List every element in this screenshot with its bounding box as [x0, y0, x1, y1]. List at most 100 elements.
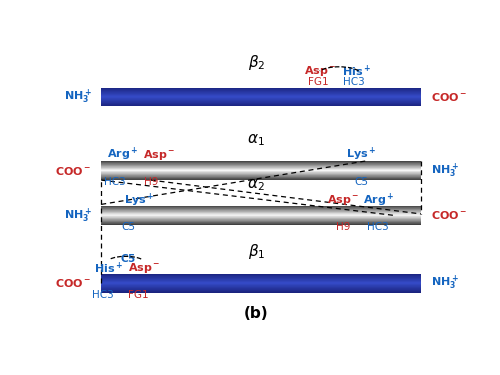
Text: H9: H9 — [144, 177, 158, 187]
Text: $\mathbf{COO^-}$: $\mathbf{COO^-}$ — [55, 277, 92, 289]
Bar — [101, 93, 421, 94]
Bar — [101, 163, 421, 164]
Bar — [101, 275, 421, 276]
Bar — [101, 280, 421, 281]
Bar — [101, 102, 421, 103]
Bar — [101, 104, 421, 105]
Bar — [101, 220, 421, 221]
Text: $\mathbf{Asp^-}$: $\mathbf{Asp^-}$ — [304, 64, 336, 78]
Text: $\mathbf{Asp^-}$: $\mathbf{Asp^-}$ — [143, 148, 176, 162]
Bar — [101, 218, 421, 219]
Bar — [101, 174, 421, 175]
Bar — [101, 89, 421, 90]
Text: HC3: HC3 — [368, 222, 389, 232]
Text: HC3: HC3 — [92, 290, 114, 300]
Bar — [101, 165, 421, 166]
Bar — [101, 105, 421, 106]
Bar — [101, 217, 421, 218]
Text: $\mathbf{Arg^+}$: $\mathbf{Arg^+}$ — [107, 146, 138, 164]
Bar — [101, 210, 421, 211]
Bar — [101, 216, 421, 217]
Bar — [101, 213, 421, 214]
Text: $\mathbf{NH_3^+}$: $\mathbf{NH_3^+}$ — [430, 162, 458, 180]
Bar — [101, 223, 421, 224]
Bar — [101, 219, 421, 220]
Bar — [101, 215, 421, 216]
Text: FG1: FG1 — [308, 76, 328, 87]
Bar — [101, 222, 421, 223]
Bar — [101, 170, 421, 171]
Bar — [101, 95, 421, 96]
Bar — [101, 97, 421, 98]
Bar — [101, 91, 421, 92]
Bar — [101, 171, 421, 172]
Bar — [101, 172, 421, 173]
Text: $\mathbf{Asp^-}$: $\mathbf{Asp^-}$ — [327, 194, 360, 207]
Bar — [101, 169, 421, 170]
Bar — [101, 290, 421, 291]
Text: $\mathbf{COO^-}$: $\mathbf{COO^-}$ — [430, 209, 467, 221]
Bar — [101, 278, 421, 279]
Bar — [101, 177, 421, 178]
Bar — [101, 281, 421, 282]
Text: $\mathbf{C5}$: $\mathbf{C5}$ — [120, 252, 136, 264]
Bar — [101, 287, 421, 288]
Bar — [101, 175, 421, 176]
Text: HC3: HC3 — [104, 177, 126, 187]
Bar — [101, 274, 421, 275]
Bar — [101, 103, 421, 104]
Bar — [101, 282, 421, 283]
Text: $\mathbf{Lys^+}$: $\mathbf{Lys^+}$ — [346, 146, 376, 164]
Bar — [101, 207, 421, 208]
Bar — [101, 168, 421, 169]
Bar — [101, 285, 421, 286]
Text: $\mathbf{Arg^+}$: $\mathbf{Arg^+}$ — [362, 192, 394, 209]
Text: $\mathbf{Lys^+}$: $\mathbf{Lys^+}$ — [124, 192, 154, 209]
Bar — [101, 212, 421, 213]
Bar — [101, 161, 421, 162]
Text: $\mathbf{His^+}$: $\mathbf{His^+}$ — [342, 63, 372, 79]
Text: C5: C5 — [122, 222, 136, 232]
Bar — [101, 283, 421, 284]
Text: $\alpha_1$: $\alpha_1$ — [248, 132, 265, 148]
Bar — [101, 206, 421, 207]
Bar — [101, 211, 421, 212]
Text: $\mathbf{NH_3^+}$: $\mathbf{NH_3^+}$ — [64, 88, 92, 106]
Bar — [101, 277, 421, 278]
Bar — [101, 279, 421, 280]
Bar — [101, 100, 421, 101]
Bar — [101, 164, 421, 165]
Bar — [101, 94, 421, 95]
Bar — [101, 209, 421, 210]
Bar — [101, 276, 421, 277]
Text: HC3: HC3 — [343, 76, 365, 87]
Bar — [101, 167, 421, 168]
Text: H9: H9 — [336, 222, 350, 232]
Text: C5: C5 — [354, 177, 368, 187]
Bar — [101, 92, 421, 93]
Text: $\alpha_2$: $\alpha_2$ — [248, 177, 265, 193]
Bar — [101, 208, 421, 209]
Text: $\mathbf{Asp^-}$: $\mathbf{Asp^-}$ — [128, 261, 160, 275]
Bar — [101, 214, 421, 215]
Bar — [101, 286, 421, 287]
Text: $\mathbf{COO^-}$: $\mathbf{COO^-}$ — [55, 165, 92, 177]
Text: $\beta_1$: $\beta_1$ — [248, 242, 265, 261]
Bar — [101, 291, 421, 292]
Bar — [101, 288, 421, 289]
Text: $\mathbf{NH_3^+}$: $\mathbf{NH_3^+}$ — [64, 206, 92, 225]
Text: (b): (b) — [244, 306, 268, 321]
Bar — [101, 90, 421, 91]
Bar — [101, 98, 421, 99]
Bar — [101, 101, 421, 102]
Bar — [101, 178, 421, 179]
Bar — [101, 166, 421, 167]
Bar — [101, 173, 421, 174]
Bar — [101, 88, 421, 89]
Bar — [101, 224, 421, 225]
Bar — [101, 162, 421, 163]
Bar — [101, 96, 421, 97]
Text: $\beta_2$: $\beta_2$ — [248, 53, 265, 72]
Text: FG1: FG1 — [128, 290, 148, 300]
Text: $\mathbf{COO^-}$: $\mathbf{COO^-}$ — [430, 91, 467, 103]
